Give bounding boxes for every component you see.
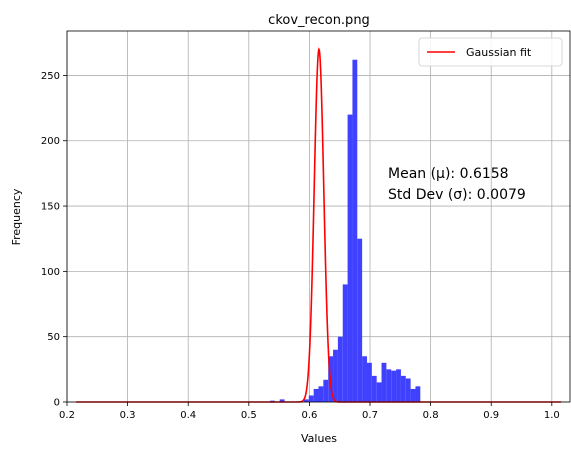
histogram-bar [347, 114, 353, 402]
histogram-bar [400, 375, 406, 402]
y-axis-label: Frequency [10, 188, 23, 245]
legend: Gaussian fit [418, 37, 563, 67]
chart-title: ckov_recon.png [268, 13, 370, 28]
histogram-bar [313, 388, 319, 402]
histogram-bar [323, 379, 329, 402]
histogram-bar [318, 386, 324, 402]
histogram-bar [405, 378, 411, 402]
histogram-bar [386, 369, 392, 402]
y-tick-label: 0 [54, 398, 60, 409]
x-tick-label: 0.2 [59, 410, 75, 421]
annotation-mean: Mean (μ): 0.6158 [388, 166, 509, 182]
plot-frame [66, 30, 571, 403]
x-axis-label: Values [301, 432, 337, 445]
legend-label-gaussian-fit: Gaussian fit [466, 46, 532, 59]
histogram-bar [396, 369, 401, 402]
y-tick-label: 200 [41, 136, 60, 147]
histogram-bar [303, 399, 309, 402]
x-tick-label: 0.7 [362, 410, 378, 421]
y-axis-ticks: 0 50 100 150 200 250 [41, 71, 67, 409]
histogram-bar [366, 362, 372, 402]
x-tick-label: 0.3 [120, 410, 136, 421]
histogram-bar [357, 238, 363, 402]
histogram-bar [308, 395, 314, 402]
y-tick-label: 50 [47, 332, 60, 343]
y-tick-label: 100 [41, 267, 60, 278]
grid-lines [66, 31, 570, 403]
histogram-bar [333, 349, 338, 402]
histogram-bar [279, 399, 285, 402]
histogram-bar [381, 362, 387, 402]
histogram-bar [415, 386, 421, 402]
y-tick-label: 150 [41, 202, 60, 213]
x-tick-label: 0.8 [423, 410, 439, 421]
histogram-bar [337, 336, 343, 402]
x-axis-ticks: 0.2 0.3 0.4 0.5 0.6 0.7 0.8 0.9 1.0 [59, 402, 560, 421]
histogram-bar [376, 382, 382, 402]
histogram-bar [391, 370, 397, 402]
gaussian-fit-line [76, 47, 561, 403]
y-tick-label: 250 [41, 71, 60, 82]
histogram-bars [270, 59, 421, 402]
annotation-std-dev: Std Dev (σ): 0.0079 [388, 187, 526, 203]
x-tick-label: 0.5 [241, 410, 257, 421]
histogram-bar [362, 356, 367, 402]
x-tick-label: 0.6 [301, 410, 317, 421]
histogram-bar [352, 59, 358, 402]
legend-box [418, 37, 563, 67]
x-tick-label: 0.4 [180, 410, 196, 421]
histogram-bar [371, 375, 377, 402]
x-tick-label: 1.0 [544, 410, 560, 421]
x-tick-label: 0.9 [483, 410, 499, 421]
histogram-bar [410, 388, 416, 402]
histogram-bar [342, 284, 348, 402]
